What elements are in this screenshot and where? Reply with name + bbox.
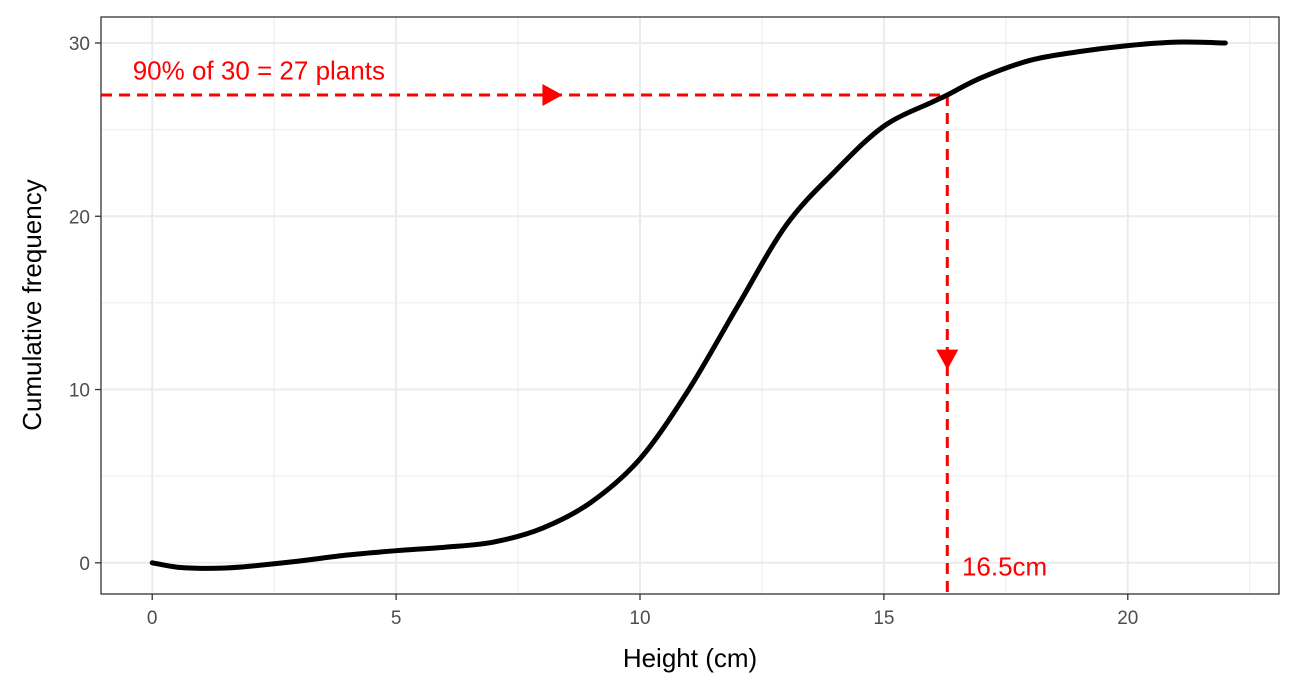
series-layer (149, 39, 1228, 571)
y-axis-title: Cumulative frequency (17, 179, 47, 430)
cumulative-frequency-curve (149, 39, 1228, 571)
y-tick-label: 10 (69, 381, 90, 402)
y-tick-label: 20 (69, 207, 90, 228)
axis-ticks: 0 5 10 15 20 0 10 20 30 (69, 34, 1138, 629)
annotation-text: 90% of 30 = 27 plants (133, 56, 385, 86)
x-tick-label: 10 (629, 608, 650, 629)
annotation-text: 16.5cm (962, 551, 1047, 581)
y-tick-label: 0 (79, 554, 90, 575)
annotation-guides (101, 83, 959, 594)
x-axis-title: Height (cm) (623, 643, 757, 673)
plot-background (101, 17, 1279, 594)
x-tick-label: 15 (873, 608, 894, 629)
right-arrow-head (542, 83, 563, 106)
plot-border (100, 16, 1280, 595)
down-arrow-head (936, 349, 959, 370)
x-tick-label: 20 (1117, 608, 1138, 629)
x-tick-label: 0 (147, 608, 158, 629)
y-tick-label: 30 (69, 34, 90, 55)
annotation-labels: 90% of 30 = 27 plants 16.5cm (133, 56, 1047, 582)
x-tick-label: 5 (391, 608, 402, 629)
